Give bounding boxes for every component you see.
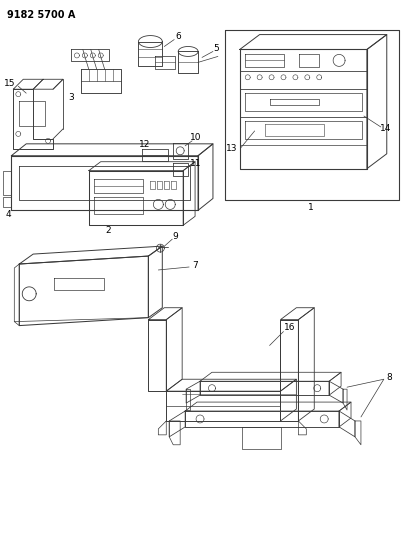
Text: 7: 7 [192, 261, 198, 270]
Text: 4: 4 [5, 210, 11, 219]
Text: 3: 3 [68, 93, 74, 102]
Text: 12: 12 [139, 140, 150, 149]
Text: 13: 13 [226, 144, 238, 154]
Text: 8: 8 [386, 373, 392, 382]
Text: 15: 15 [4, 79, 15, 88]
Text: 14: 14 [380, 124, 391, 133]
Text: 16: 16 [284, 323, 295, 332]
Text: 10: 10 [190, 133, 202, 142]
Text: 9: 9 [172, 232, 178, 241]
Text: 11: 11 [190, 159, 202, 168]
Text: 9182 5700 A: 9182 5700 A [7, 10, 76, 20]
Text: 5: 5 [213, 44, 219, 53]
Text: 1: 1 [308, 203, 314, 212]
Text: 6: 6 [175, 32, 181, 41]
Text: 2: 2 [106, 226, 111, 235]
